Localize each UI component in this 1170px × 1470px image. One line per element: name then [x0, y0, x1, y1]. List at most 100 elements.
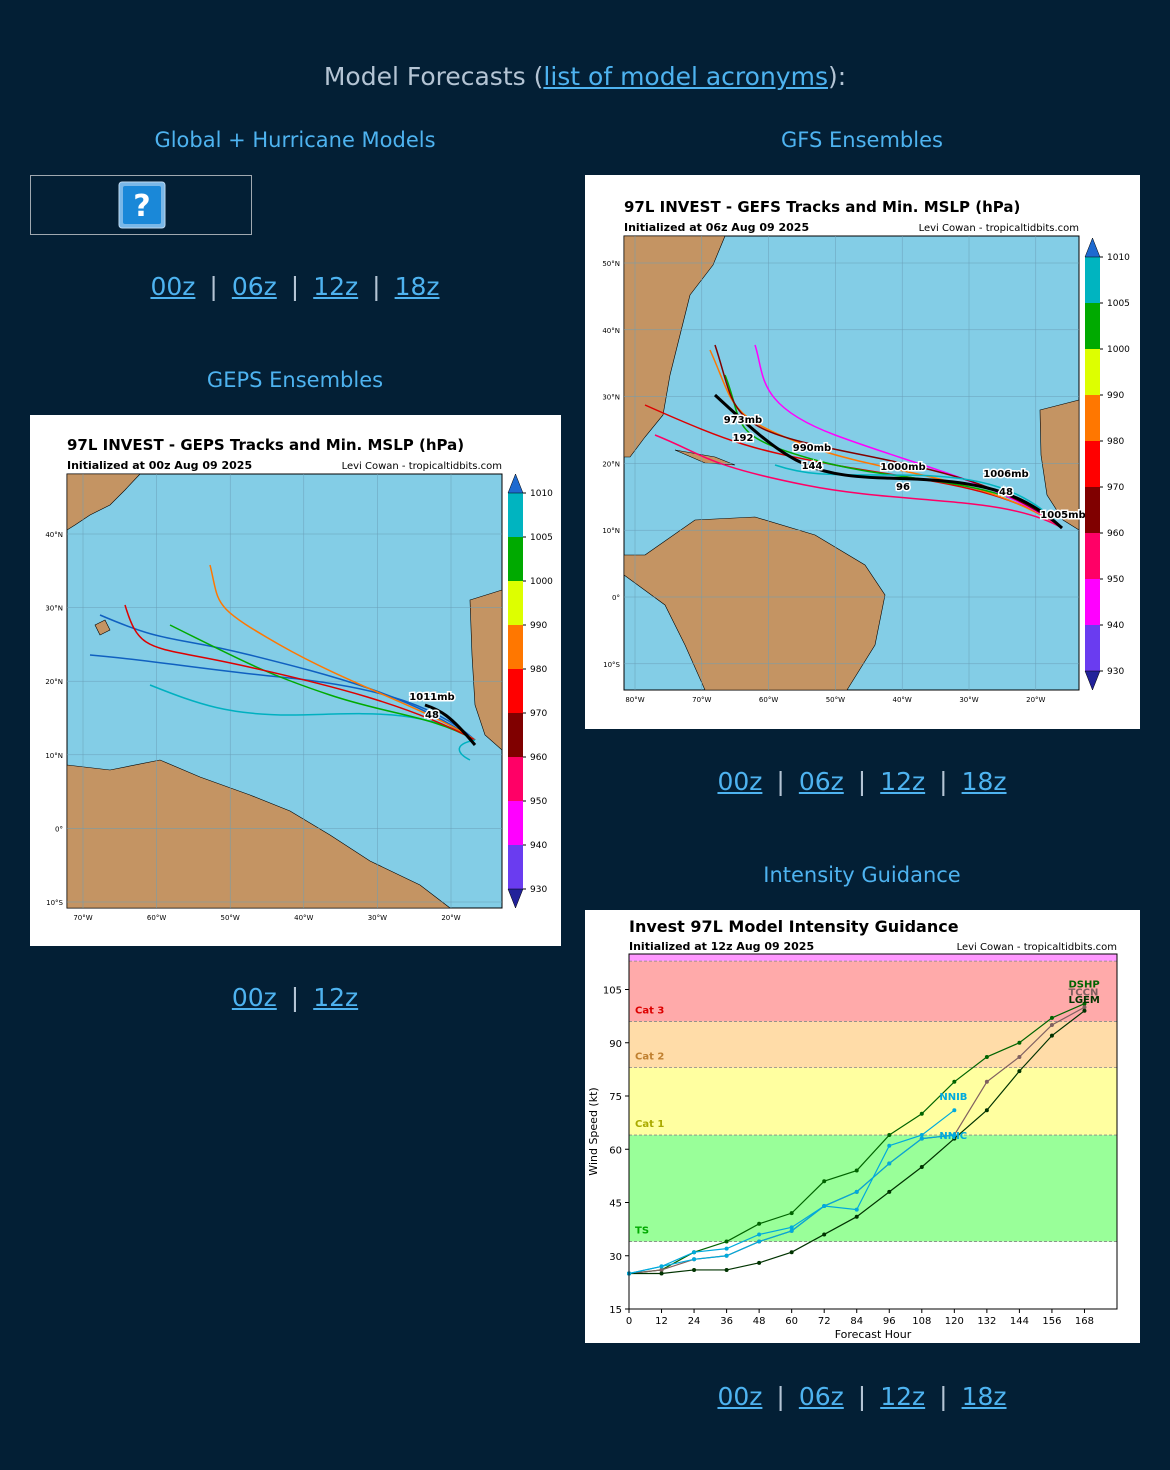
land	[469, 589, 503, 751]
track	[654, 434, 1063, 529]
series-point	[952, 1136, 957, 1141]
series-point	[1082, 1008, 1087, 1013]
colorbar-band	[508, 669, 523, 713]
colorbar-label: 950	[1107, 575, 1124, 585]
colorbar-band	[1085, 579, 1100, 625]
colorbar-label: 990	[530, 621, 547, 631]
series-point	[984, 1054, 989, 1059]
x-tick-label: 132	[977, 1316, 996, 1327]
map-title: 97L INVEST - GEPS Tracks and Min. MSLP (…	[67, 436, 464, 454]
colorbar-band	[508, 845, 523, 889]
run-link[interactable]: 12z	[880, 767, 926, 796]
series-point	[887, 1143, 892, 1148]
series-point	[757, 1239, 762, 1244]
colorbar-band	[1085, 625, 1100, 671]
colorbar-band	[508, 493, 523, 537]
track-annotation: 1005mb	[1040, 510, 1085, 521]
colorbar-label: 980	[1107, 437, 1124, 447]
series-point	[789, 1211, 794, 1216]
run-link[interactable]: 00z	[150, 272, 196, 301]
series-point	[724, 1246, 729, 1251]
track	[169, 624, 476, 741]
colorbar-label: 970	[530, 709, 547, 719]
category-band	[629, 1135, 1117, 1242]
link-row: 00z | 12z	[232, 983, 358, 1012]
lat-label: 50°N	[602, 260, 620, 268]
series-label: LGEM	[1068, 995, 1099, 1006]
lon-label: 20°W	[441, 914, 460, 922]
track-annotation: 1011mb	[409, 692, 454, 703]
run-link[interactable]: 12z	[880, 1382, 926, 1411]
y-tick-label: 45	[609, 1199, 622, 1210]
series-point	[984, 1108, 989, 1113]
colorbar-label: 1010	[1107, 253, 1130, 263]
colorbar-label: 950	[530, 797, 547, 807]
colorbar-label: 1000	[1107, 345, 1130, 355]
y-axis-label: Wind Speed (kt)	[587, 1087, 600, 1175]
series-point	[659, 1271, 664, 1276]
series-point	[919, 1165, 924, 1169]
separator: |	[209, 272, 218, 301]
geps-map: 97L INVEST - GEPS Tracks and Min. MSLP (…	[30, 415, 561, 946]
run-link[interactable]: 00z	[717, 1382, 763, 1411]
colorbar-extend	[507, 888, 524, 909]
run-link[interactable]: 18z	[961, 1382, 1007, 1411]
x-axis-label: Forecast Hour	[835, 1328, 912, 1341]
plot-frame	[628, 953, 1118, 1310]
colorbar-band	[508, 713, 523, 757]
colorbar-band	[508, 757, 523, 801]
lon-label: 80°W	[625, 696, 644, 704]
map-credit: Levi Cowan - tropicaltidbits.com	[342, 461, 502, 472]
run-link[interactable]: 00z	[717, 767, 763, 796]
run-link[interactable]: 18z	[961, 767, 1007, 796]
run-link[interactable]: 06z	[798, 1382, 844, 1411]
colorbar-extend	[1084, 670, 1101, 691]
colorbar-label: 930	[530, 885, 547, 895]
lat-label: 0°	[612, 594, 620, 602]
land	[623, 516, 886, 691]
x-tick-label: 0	[626, 1316, 632, 1327]
x-tick-label: 84	[850, 1316, 863, 1327]
link-row: 00z | 06z | 12z | 18z	[717, 767, 1006, 796]
section-title: Intensity Guidance	[763, 863, 961, 887]
run-link[interactable]: 06z	[798, 767, 844, 796]
header-text: Model Forecasts (	[323, 62, 544, 91]
y-tick-label: 15	[609, 1305, 622, 1316]
lon-label: 30°W	[368, 914, 387, 922]
x-tick-label: 120	[945, 1316, 964, 1327]
colorbar-band	[508, 537, 523, 581]
x-tick-label: 108	[912, 1316, 931, 1327]
lon-label: 40°W	[294, 914, 313, 922]
separator: |	[372, 272, 381, 301]
y-tick-label: 60	[609, 1145, 622, 1156]
series-label: DSHP	[1068, 980, 1099, 991]
lon-label: 40°W	[893, 696, 912, 704]
track	[209, 564, 476, 741]
header-suffix: ):	[827, 62, 847, 91]
broken-image-icon: ?	[118, 181, 166, 229]
colorbar-extend	[507, 473, 524, 494]
svg-text:?: ?	[133, 189, 150, 224]
lon-label: 60°W	[759, 696, 778, 704]
acronyms-link[interactable]: list of model acronyms	[543, 62, 828, 91]
lat-label: 10°N	[602, 527, 620, 535]
colorbar-band	[1085, 395, 1100, 441]
series-point	[1049, 1023, 1054, 1027]
series-point	[887, 1189, 892, 1194]
series-point	[789, 1228, 794, 1233]
run-link[interactable]: 18z	[394, 272, 440, 301]
land	[623, 235, 726, 458]
category-band	[629, 1067, 1117, 1136]
colorbar-band	[1085, 257, 1100, 303]
series-point	[724, 1239, 729, 1244]
intensity-chart: Invest 97L Model Intensity Guidance Initi…	[585, 910, 1140, 1343]
colorbar-band	[1085, 533, 1100, 579]
run-link[interactable]: 00z	[231, 983, 277, 1012]
run-link[interactable]: 12z	[313, 272, 359, 301]
track	[458, 739, 476, 761]
colorbar-label: 960	[530, 753, 547, 763]
gefs-map: 97L INVEST - GEFS Tracks and Min. MSLP (…	[585, 175, 1140, 729]
run-link[interactable]: 12z	[313, 983, 359, 1012]
series-point	[1017, 1040, 1022, 1045]
run-link[interactable]: 06z	[231, 272, 277, 301]
